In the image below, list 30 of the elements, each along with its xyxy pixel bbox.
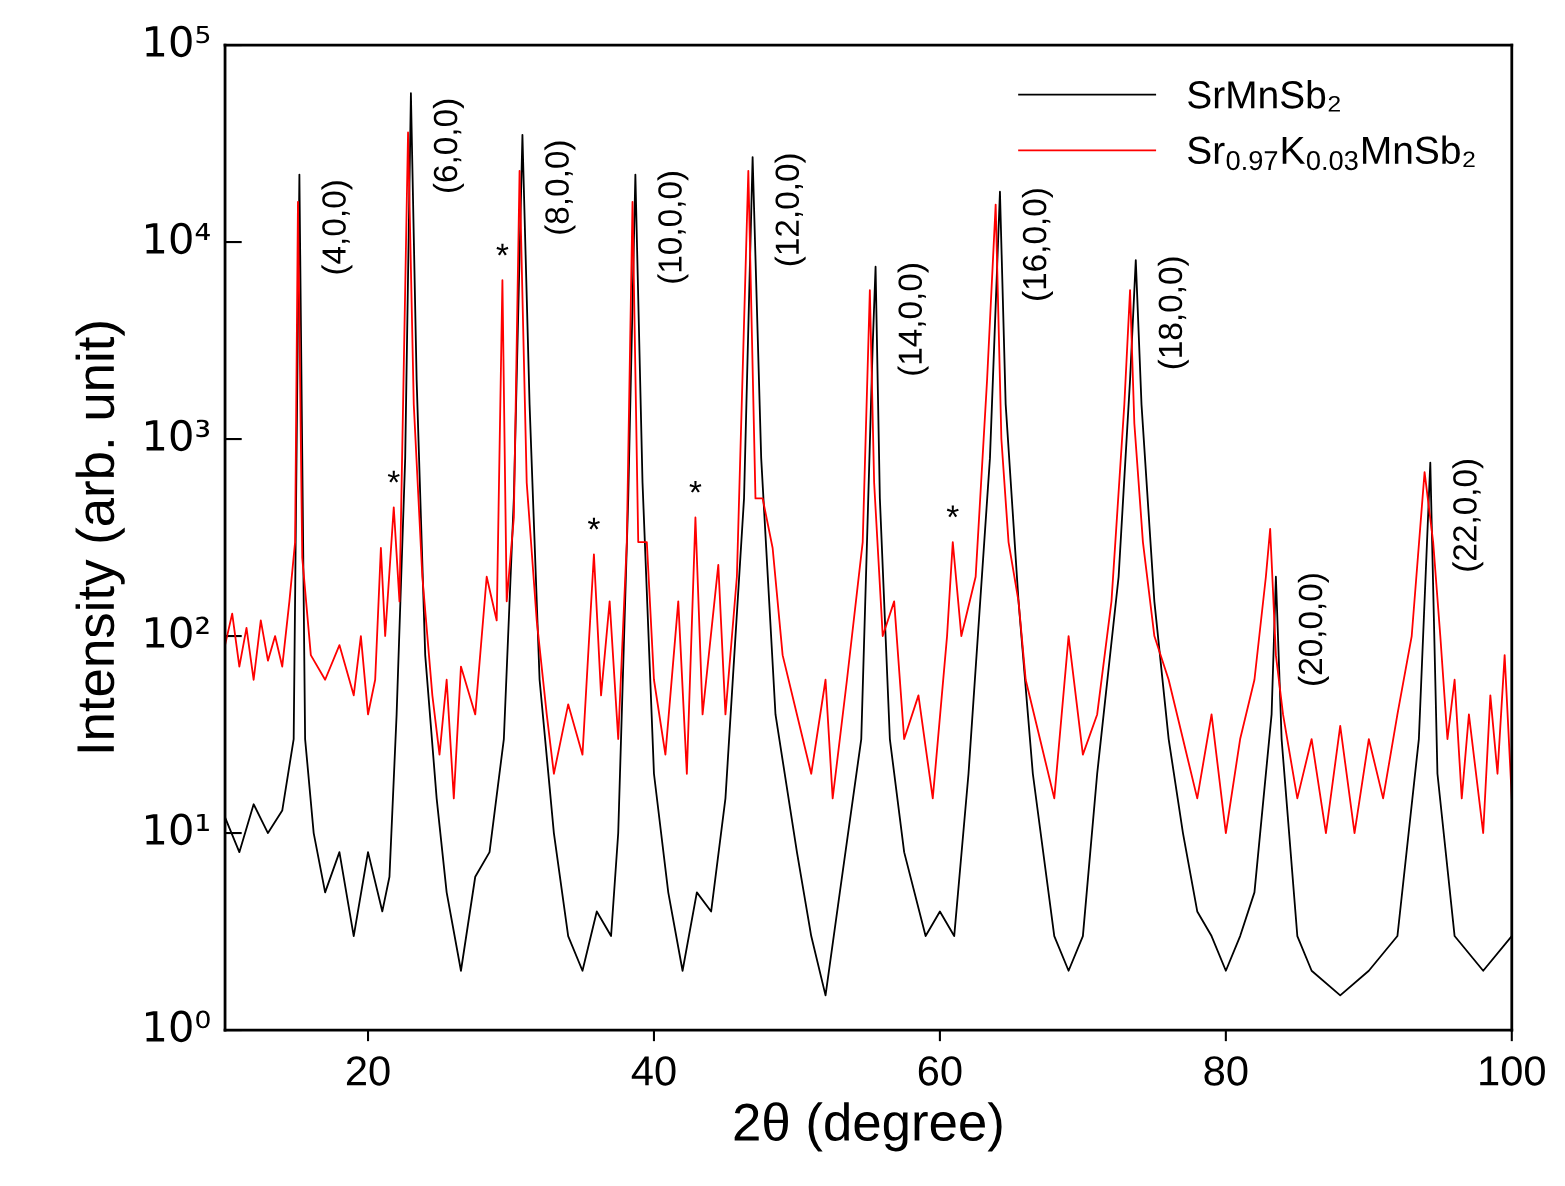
annotation: (14,0,0)	[897, 264, 929, 375]
annotation: (6,0,0)	[432, 99, 464, 193]
y-tick-label: 10⁰	[146, 1010, 210, 1043]
annotation: (22,0,0)	[1452, 459, 1484, 571]
y-tick-label: 10³	[146, 419, 210, 452]
annotation: (20,0,0)	[1297, 574, 1329, 685]
annotation: (18,0,0)	[1157, 257, 1189, 369]
annotation: (12,0,0)	[774, 154, 806, 266]
annotation: (10,0,0)	[657, 172, 689, 283]
x-tick-label: 40	[631, 1056, 676, 1086]
annotation: *	[689, 480, 702, 493]
annotation: *	[387, 470, 400, 483]
x-axis-title: 2θ (degree)	[734, 1102, 1002, 1152]
y-tick-label: 10⁵	[146, 25, 210, 58]
annotation: *	[496, 243, 509, 256]
y-tick-label: 10²	[146, 616, 209, 649]
legend-label: SrMnSb₂	[1188, 80, 1340, 112]
annotation: (4,0,0)	[321, 181, 353, 274]
legend-label: Sr$_{0.97}$K$_{0.03}$MnSb₂	[1188, 135, 1475, 171]
x-tick-label: 60	[918, 1056, 962, 1086]
annotation: (8,0,0)	[544, 141, 576, 234]
y-tick-label: 10⁴	[146, 222, 210, 255]
y-axis-title: Intensity (arb. unit)	[75, 322, 125, 752]
annotation: *	[587, 517, 600, 530]
annotation: *	[946, 505, 959, 518]
x-tick-label: 20	[346, 1056, 390, 1086]
y-tick-label: 10¹	[146, 813, 209, 846]
x-tick-label: 100	[1480, 1056, 1545, 1086]
annotation: (16,0,0)	[1021, 189, 1053, 300]
x-tick-label: 80	[1204, 1056, 1248, 1086]
